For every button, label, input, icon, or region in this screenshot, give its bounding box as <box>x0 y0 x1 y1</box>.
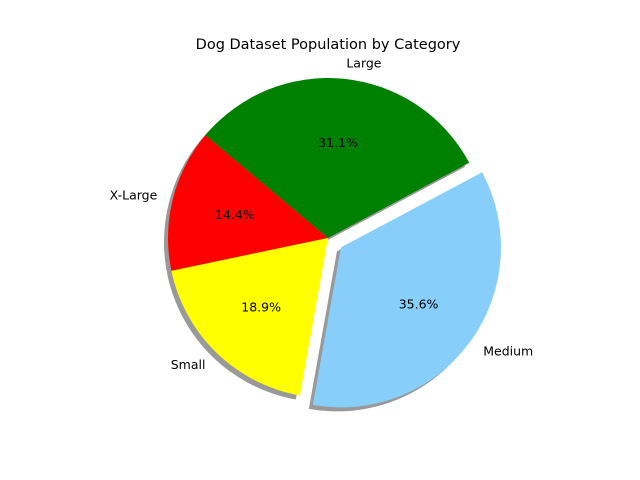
chart-title: Dog Dataset Population by Category <box>196 37 461 53</box>
pct-label-medium: 35.6% <box>399 296 439 311</box>
slice-label-small: Small <box>171 357 206 372</box>
slice-label-medium: Medium <box>483 343 533 358</box>
slice-small <box>171 238 328 396</box>
slice-large <box>205 77 470 238</box>
slice-x-large <box>168 135 328 271</box>
slice-label-x-large: X-Large <box>110 188 158 203</box>
slice-label-large: Large <box>346 55 381 70</box>
pct-label-x-large: 14.4% <box>215 207 255 222</box>
slice-layer <box>168 77 501 408</box>
pct-label-small: 18.9% <box>241 299 281 314</box>
label-layer: 14.4% X-Large 18.9% Small 35.6% Medium 31.1% La… <box>110 55 534 371</box>
pct-label-large: 31.1% <box>318 135 358 150</box>
slice-medium <box>312 172 501 408</box>
